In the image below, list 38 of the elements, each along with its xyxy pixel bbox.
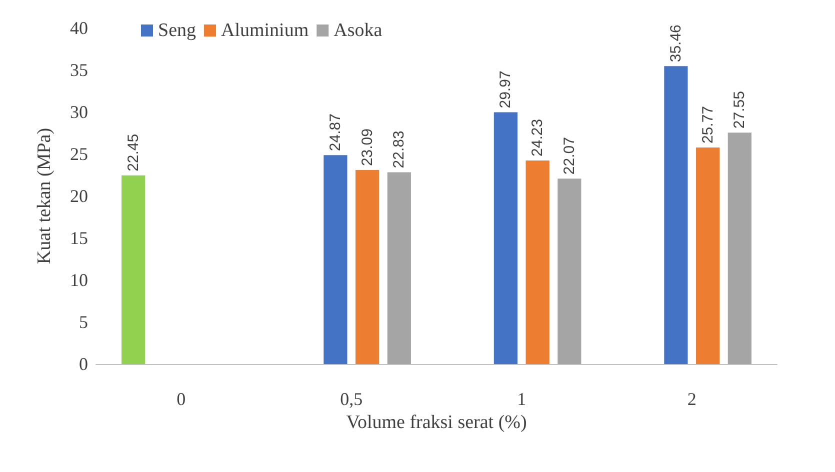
bar (122, 175, 146, 364)
data-label: 25.77 (699, 106, 716, 144)
legend-label: Seng (158, 20, 196, 41)
x-axis-title: Volume fraksi serat (%) (346, 412, 527, 433)
bar (696, 148, 720, 364)
data-label: 27.55 (731, 91, 748, 129)
y-tick-label: 30 (70, 102, 88, 122)
data-label: 24.87 (326, 114, 344, 152)
x-tick-label: 2 (687, 389, 696, 409)
bar (324, 155, 348, 364)
bar (526, 160, 550, 364)
y-tick-label: 15 (70, 228, 88, 248)
y-axis-title: Kuat tekan (MPa) (34, 128, 55, 264)
bar (387, 172, 411, 364)
y-tick-label: 35 (70, 60, 88, 80)
bar (356, 170, 380, 364)
data-label: 22.45 (124, 134, 142, 172)
bar (728, 132, 752, 364)
bar (664, 66, 688, 364)
y-tick-label: 20 (70, 186, 88, 206)
data-label: 22.07 (560, 137, 578, 175)
x-tick-label: 1 (517, 389, 526, 409)
y-tick-label: 0 (79, 354, 88, 374)
bar (494, 112, 518, 364)
y-tick-label: 40 (70, 18, 88, 38)
data-label: 29.97 (497, 70, 514, 108)
bar (558, 178, 582, 364)
legend-label: Asoka (334, 20, 383, 41)
y-tick-label: 5 (79, 312, 88, 332)
y-tick-label: 25 (70, 144, 88, 164)
data-label: 22.83 (390, 130, 408, 168)
x-tick-label: 0 (176, 389, 186, 409)
x-tick-label: 0,5 (340, 389, 363, 409)
y-tick-label: 10 (70, 270, 88, 290)
data-label: 35.46 (667, 24, 684, 62)
data-label: 24.23 (529, 118, 546, 156)
data-label: 23.09 (358, 128, 376, 166)
legend-label: Aluminium (221, 20, 309, 41)
